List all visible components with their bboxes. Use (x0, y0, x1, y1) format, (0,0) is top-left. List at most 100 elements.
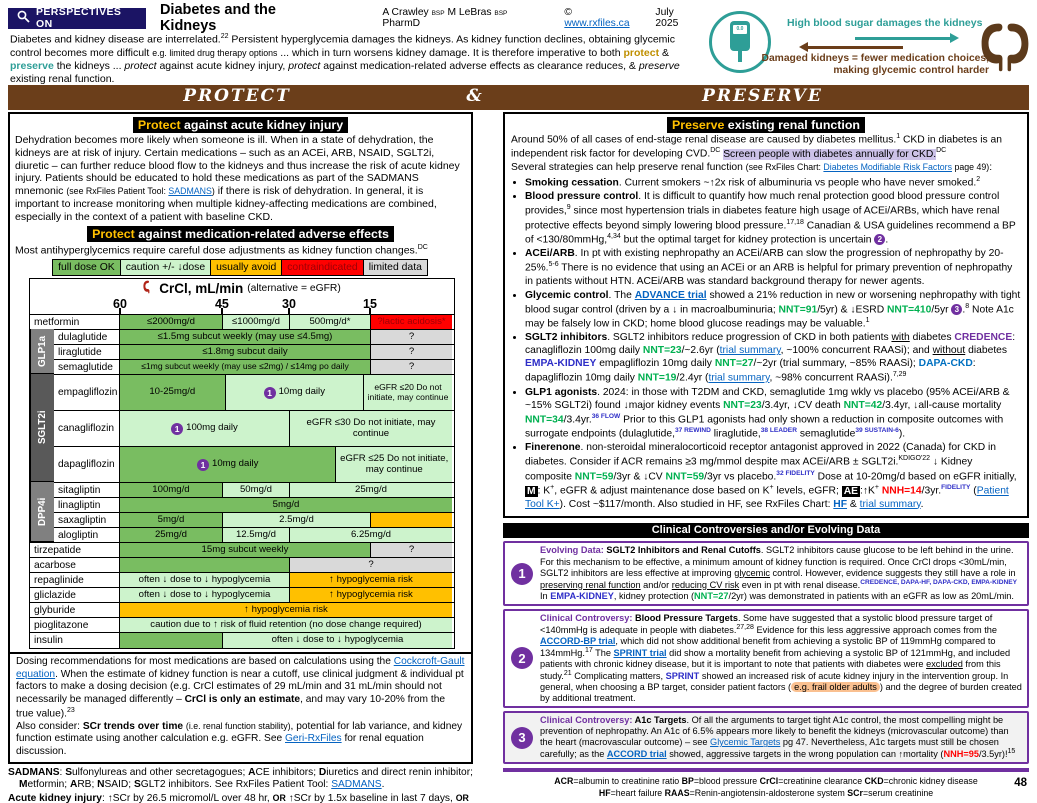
text-segment: existing renal function. (10, 73, 115, 86)
dose-text: caution due to ↑ risk of fluid retention… (150, 618, 422, 630)
link[interactable]: Diabetes Modifiable Risk Factors (823, 161, 952, 172)
badge-label: PERSPECTIVES ON (36, 6, 122, 30)
controversy-box: 2 Clinical Controversy: Blood Pressure Ta… (503, 608, 1029, 709)
note-number-icon: 1 (263, 386, 276, 399)
text-segment: 4,34 (607, 232, 621, 240)
text-segment: : (59, 766, 66, 778)
dose-text: eGFR ≤30 Do not initiate, may continue (306, 417, 436, 439)
drug-row: glyburide ↑ hypoglycemia risk (30, 602, 454, 618)
dose-text: ↑ hypoglycemia risk (329, 573, 413, 585)
text-segment: . When the estimate of kidney function i… (16, 668, 464, 705)
text-segment: 23 (66, 706, 75, 714)
dose-text: 5mg/d (272, 498, 300, 510)
link[interactable]: SADMANS (168, 186, 212, 197)
link[interactable]: SPRINT trial (613, 647, 667, 658)
text-segment: Clinical Controversy: (540, 715, 635, 726)
link[interactable]: ADVANCE trial (634, 289, 707, 301)
text-segment: HF (598, 788, 611, 799)
text-segment: Screen people with diabetes annually for… (723, 148, 937, 160)
dose-text: 500mg/d* (309, 315, 351, 327)
link[interactable]: trial summary (859, 498, 921, 510)
link[interactable]: ACCORD-BP trial (540, 635, 616, 646)
text-segment: =creatinine clearance (778, 776, 865, 787)
text-segment: CKD (864, 776, 884, 787)
dose-text: often ↓ dose to ↓ hypoglycemia (138, 588, 271, 600)
link[interactable]: Cockcroft-Gault equation (16, 656, 465, 680)
dose-text: eGFR ≤20 Do not initiate, may continue (367, 382, 449, 402)
text-segment: e.g. limited drug therapy options (152, 47, 278, 58)
text-segment: . (381, 779, 385, 791)
crcl-tick-mark (368, 308, 372, 315)
text-segment: Blood Pressure Targets (634, 612, 738, 623)
drug-name: pioglitazone (30, 618, 120, 633)
text-segment: empagliflozin 10mg daily (596, 358, 715, 370)
dose-cell: often ↓ dose to ↓ hypoglycemia (120, 588, 289, 603)
text-segment: Canadian & USA guidelines recommend a BP… (525, 219, 1016, 246)
protect-box: Protect against acute kidney injury Dehy… (8, 112, 473, 655)
text-segment: . non-steroidal mineralocorticoid recept… (525, 442, 997, 468)
drug-name: dapagliflozin (54, 447, 120, 483)
right-column: Preserve existing renal function Around … (503, 112, 1029, 800)
link[interactable]: HF (833, 498, 848, 510)
text-segment: Finerenone (525, 442, 581, 454)
text-segment: since most hypertension trials in diabet… (525, 205, 1000, 231)
drug-row: liraglutide ≤1.8mg subcut daily? (30, 344, 454, 360)
protect-aki-heading: Protect against acute kidney injury (132, 117, 349, 133)
controversy-number-icon: 2 (511, 647, 533, 670)
text-segment: ↑SCr by 1.5x baseline in last 7 days, (285, 792, 456, 803)
dose-text: ↑ hypoglycemia risk (244, 603, 328, 615)
link[interactable]: trial summary (708, 372, 770, 384)
dose-cell: ↑ hypoglycemia risk (288, 588, 452, 603)
link[interactable]: SADMANS (331, 779, 382, 791)
drug-name: linagliptin (54, 498, 120, 513)
text-segment: NNT=23 (723, 399, 762, 411)
dose-cell (120, 633, 222, 649)
text-segment: NNT=23 (642, 345, 682, 357)
dose-text: 25mg/d (354, 483, 387, 495)
text-segment: ) (211, 186, 215, 197)
text-segment: 39 SUSTAIN-6 (855, 426, 899, 434)
link[interactable]: Patient Tool K+ (525, 485, 1009, 510)
text-segment: BP (681, 776, 694, 787)
dose-cell: eGFR ≤20 Do not initiate, may continue (363, 375, 452, 411)
text-segment: , potential for lab variance, and kidney… (16, 720, 463, 745)
text-segment: ACEi/ARB (525, 248, 575, 260)
text-segment: 17,18 (786, 218, 804, 226)
link[interactable]: Glycemic Targets (710, 737, 781, 748)
intro-paragraph: Diabetes and kidney disease are interrel… (10, 33, 694, 87)
dose-cell: ≤1000mg/d (221, 315, 289, 330)
search-icon (17, 10, 30, 26)
copyright-link[interactable]: © www.rxfiles.ca (564, 7, 637, 29)
text-segment: from this study. (540, 658, 1001, 682)
dose-cell (369, 513, 452, 528)
banner-protect: PROTECT (183, 86, 291, 106)
text-segment: EMPA-KIDNEY (525, 358, 597, 370)
text-segment: reducing CV risk (671, 579, 740, 590)
link[interactable]: ACCORD trial (606, 749, 667, 760)
note-number-icon: 1 (171, 422, 184, 435)
link[interactable]: trial summary (719, 345, 781, 357)
text-segment: semaglutide (796, 428, 856, 440)
text-segment: 21 (563, 669, 572, 677)
text-segment: . The (608, 289, 635, 301)
text-segment: 1 (865, 316, 870, 324)
dose-text: 10-25mg/d (149, 386, 196, 398)
drug-name: dulaglutide (54, 330, 120, 345)
dose-cell: ? (369, 543, 452, 558)
legend-chip: contraindicated (281, 259, 364, 277)
dose-text: ? (408, 330, 415, 342)
dose-text: ≤1000mg/d (231, 315, 280, 327)
link[interactable]: www.rxfiles.ca (564, 18, 630, 29)
text-segment: ) and the degree of burden created by ad… (540, 682, 1022, 704)
drug-class-label: DPP4i (30, 482, 54, 543)
text-segment: Blood pressure control (525, 191, 639, 203)
drug-row: empagliflozin 10-25mg/d 1 10mg daily eGFR ≤2… (30, 374, 454, 411)
perspectives-badge: PERSPECTIVES ON (8, 6, 146, 30)
text-segment: Persistent hyperglycemia damages the kid… (10, 33, 676, 59)
link[interactable]: Geri-RxFiles (285, 733, 342, 745)
text-segment: =Renin-angiotensin-aldosterone system (689, 788, 848, 799)
dose-cell: ≤1mg subcut weekly (may use ≤2mg) / ≤14m… (120, 360, 370, 375)
page-header: PERSPECTIVES ON Diabetes and the Kidneys… (8, 2, 698, 34)
text-segment: /3.4yr. (563, 414, 592, 426)
drug-name: insulin (30, 633, 120, 649)
